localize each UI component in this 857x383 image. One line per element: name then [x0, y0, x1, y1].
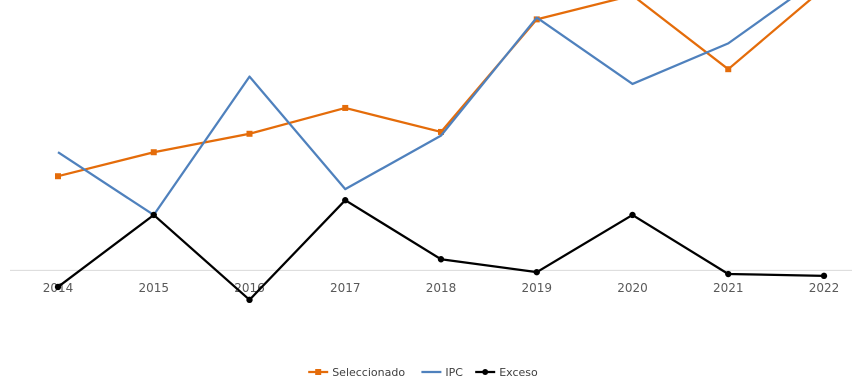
plot-area [54, 0, 828, 304]
data-point-exceso-2021 [725, 270, 732, 278]
x-tick-label-2015: 2015 [138, 281, 169, 295]
data-point-seleccionado-2014 [55, 173, 61, 180]
data-point-exceso-2019 [533, 268, 540, 276]
data-point-exceso-2022 [820, 272, 828, 280]
data-point-exceso-2014 [54, 283, 62, 291]
data-point-seleccionado-2016 [246, 130, 253, 137]
legend-marker-square [315, 369, 322, 375]
data-point-exceso-2016 [246, 296, 253, 304]
legend-label-seleccionado: Seleccionado [332, 366, 405, 379]
x-tick-label-2018: 2018 [426, 281, 457, 295]
data-point-exceso-2017 [342, 197, 349, 204]
data-point-exceso-2015 [150, 211, 157, 219]
data-point-seleccionado-2017 [342, 104, 349, 111]
series-seleccionado [55, 0, 812, 180]
legend-item-exceso: Exceso [475, 366, 538, 379]
legend-item-seleccionado: Seleccionado [308, 366, 405, 379]
legend-label-ipc: IPC [445, 366, 463, 379]
series-line-seleccionado [57, 0, 812, 178]
data-point-exceso-2018 [437, 256, 445, 263]
x-tick-label-2021: 2021 [713, 281, 744, 295]
data-point-seleccionado-2021 [725, 66, 732, 73]
x-tick-label-2019: 2019 [521, 281, 552, 295]
legend-label-exceso: Exceso [499, 366, 538, 379]
data-point-seleccionado-2015 [150, 149, 157, 156]
series-line-ipc [57, 0, 792, 217]
legend-item-ipc: IPC [421, 366, 463, 379]
legend-marker-circle [482, 369, 489, 375]
data-point-exceso-2020 [629, 211, 636, 219]
data-point-seleccionado-2018 [438, 128, 444, 135]
series-ipc [57, 0, 792, 217]
x-axis: 201420152016201720182019202020212022 [10, 269, 852, 295]
x-tick-label-2022: 2022 [809, 281, 840, 295]
legend: Seleccionado IPC Exceso [308, 366, 538, 379]
x-tick-label-2020: 2020 [617, 281, 648, 295]
series-exceso [54, 197, 828, 304]
data-point-seleccionado-2019 [533, 16, 540, 23]
x-tick-label-2017: 2017 [330, 281, 361, 295]
